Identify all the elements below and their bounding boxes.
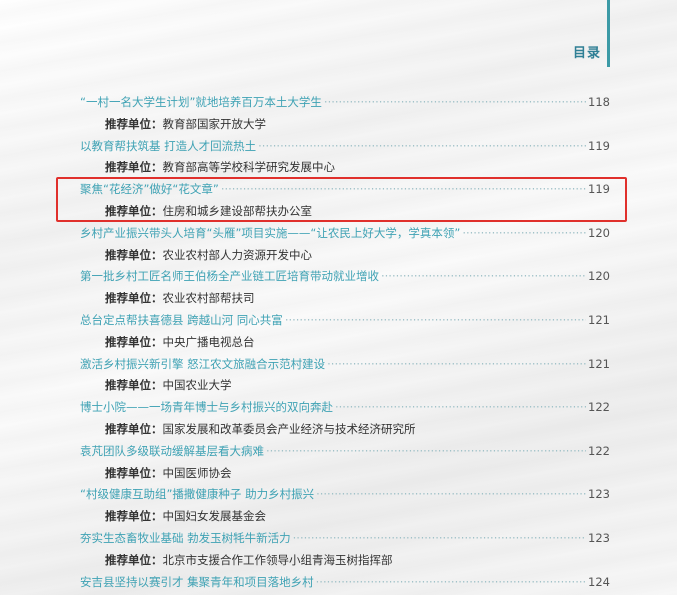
org-name: 中国农业大学 (162, 378, 232, 393)
entry-title: 以教育帮扶筑基 打造人才回流热土 (80, 138, 257, 153)
recommending-unit: 推荐单位： 住房和城乡建设部帮扶办公室 (80, 201, 610, 223)
toc-entry[interactable]: 以教育帮扶筑基 打造人才回流热土 ························… (80, 136, 610, 158)
recommend-label: 推荐单位： (105, 116, 163, 131)
toc-entry[interactable]: “一村一名大学生计划”就地培养百万本土大学生 ··················… (80, 92, 610, 114)
toc-entry[interactable]: 夯实生态畜牧业基础 勃发玉树牦牛新活力 ·····················… (80, 528, 610, 550)
toc-entry[interactable]: 乡村产业振兴带头人培育“头雁”项目实施——“让农民上好大学，学真本领” ·····… (80, 223, 610, 245)
leader-dots: ········································… (323, 95, 586, 109)
leader-dots: ········································… (266, 443, 586, 458)
org-name: 农业农村部帮扶司 (162, 291, 255, 306)
page-number: 122 (588, 400, 610, 415)
recommending-unit: 推荐单位： 教育部国家开放大学 (80, 114, 610, 136)
org-name: 教育部国家开放大学 (162, 116, 267, 131)
recommend-label: 推荐单位： (105, 160, 163, 175)
leader-dots: ········································… (335, 400, 586, 415)
org-name: 中国妇女发展基金会 (162, 509, 267, 524)
highlight-box (56, 177, 627, 222)
entry-title: 安吉县坚持以赛引才 集聚青年和项目落地乡村 (80, 574, 314, 589)
page-number: 124 (588, 574, 610, 589)
recommending-unit: 推荐单位： 农业农村部人力资源开发中心 (80, 245, 610, 267)
entry-title: 夯实生态畜牧业基础 勃发玉树牦牛新活力 (80, 530, 291, 545)
toc-list: “一村一名大学生计划”就地培养百万本土大学生 ··················… (80, 92, 610, 593)
recommending-unit: 推荐单位： 中国农业大学 (80, 375, 610, 397)
org-name: 中国医师协会 (162, 465, 232, 480)
org-name: 国家发展和改革委员会产业经济与技术经济研究所 (162, 421, 416, 436)
entry-title: 激活乡村振兴新引擎 怒江农文旅融合示范村建设 (80, 356, 326, 371)
entry-title: “村级健康互助组”播撒健康种子 助力乡村振兴 (80, 487, 315, 502)
org-name: 农业农村部人力资源开发中心 (162, 247, 313, 262)
page-number: 123 (588, 487, 610, 502)
entry-title: 总台定点帮扶喜德县 跨越山河 同心共富 (80, 312, 283, 327)
recommending-unit: 推荐单位： 中国医师协会 (80, 463, 610, 485)
toc-entry[interactable]: 聚焦“花经济”做好“花文章” ··························… (80, 179, 610, 201)
toc-heading: 目录 (573, 46, 602, 61)
recommend-label: 推荐单位： (105, 465, 163, 480)
entry-title: 聚焦“花经济”做好“花文章” (80, 182, 219, 197)
org-name: 住房和城乡建设部帮扶办公室 (162, 203, 313, 218)
leader-dots: ········································… (316, 487, 587, 502)
recommending-unit: 推荐单位： 农业农村部帮扶司 (80, 288, 610, 310)
entry-title: 第一批乡村工匠名师王伯杨全产业链工匠培育带动就业增收 (80, 269, 379, 284)
entry-title: 袁芃团队多级联动缓解基层看大病难 (80, 443, 264, 458)
page-number: 123 (588, 530, 610, 545)
page-number: 119 (588, 182, 610, 197)
toc-entry[interactable]: 安吉县坚持以赛引才 集聚青年和项目落地乡村 ···················… (80, 572, 610, 594)
leader-dots: ········································… (284, 312, 586, 327)
toc-entry[interactable]: 袁芃团队多级联动缓解基层看大病难 ························… (80, 441, 610, 463)
recommending-unit: 推荐单位： 国家发展和改革委员会产业经济与技术经济研究所 (80, 419, 610, 441)
recommend-label: 推荐单位： (105, 378, 163, 393)
leader-dots: ········································… (327, 356, 587, 371)
recommend-label: 推荐单位： (105, 203, 163, 218)
leader-dots: ········································… (381, 269, 586, 284)
recommending-unit: 推荐单位： 北京市支援合作工作领导小组青海玉树指挥部 (80, 550, 610, 572)
recommending-unit: 推荐单位： 中国妇女发展基金会 (80, 506, 610, 528)
org-name: 中央广播电视总台 (162, 334, 255, 349)
recommend-label: 推荐单位： (105, 509, 163, 524)
page-number: 120 (588, 269, 610, 284)
org-name: 北京市支援合作工作领导小组青海玉树指挥部 (162, 552, 393, 567)
page-number: 120 (588, 225, 610, 240)
recommend-label: 推荐单位： (105, 291, 163, 306)
page-number: 122 (588, 443, 610, 458)
page-number: 121 (588, 356, 610, 371)
leader-dots: ········································… (220, 182, 587, 197)
entry-title: 乡村产业振兴带头人培育“头雁”项目实施——“让农民上好大学，学真本领” (80, 225, 461, 240)
entry-title: “一村一名大学生计划”就地培养百万本土大学生 (80, 95, 322, 109)
leader-dots: ········································… (292, 530, 586, 545)
leader-dots: ········································… (315, 574, 587, 589)
toc-entry[interactable]: 激活乡村振兴新引擎 怒江农文旅融合示范村建设 ··················… (80, 354, 610, 376)
toc-entry[interactable]: 总台定点帮扶喜德县 跨越山河 同心共富 ·····················… (80, 310, 610, 332)
recommend-label: 推荐单位： (105, 247, 163, 262)
recommend-label: 推荐单位： (105, 334, 163, 349)
accent-line (607, 0, 610, 67)
leader-dots: ········································… (258, 138, 586, 153)
page-number: 119 (588, 138, 610, 153)
recommending-unit: 推荐单位： 中央广播电视总台 (80, 332, 610, 354)
toc-entry[interactable]: 第一批乡村工匠名师王伯杨全产业链工匠培育带动就业增收 ··············… (80, 266, 610, 288)
recommend-label: 推荐单位： (105, 552, 163, 567)
org-name: 教育部高等学校科学研究发展中心 (162, 160, 336, 175)
toc-entry[interactable]: 博士小院——一场青年博士与乡村振兴的双向奔赴 ··················… (80, 397, 610, 419)
page-number: 118 (588, 95, 610, 109)
recommend-label: 推荐单位： (105, 421, 163, 436)
page-number: 121 (588, 312, 610, 327)
recommending-unit: 推荐单位： 教育部高等学校科学研究发展中心 (80, 157, 610, 179)
entry-title: 博士小院——一场青年博士与乡村振兴的双向奔赴 (80, 400, 333, 415)
leader-dots: ········································… (462, 225, 587, 240)
toc-entry[interactable]: “村级健康互助组”播撒健康种子 助力乡村振兴 ··················… (80, 484, 610, 506)
